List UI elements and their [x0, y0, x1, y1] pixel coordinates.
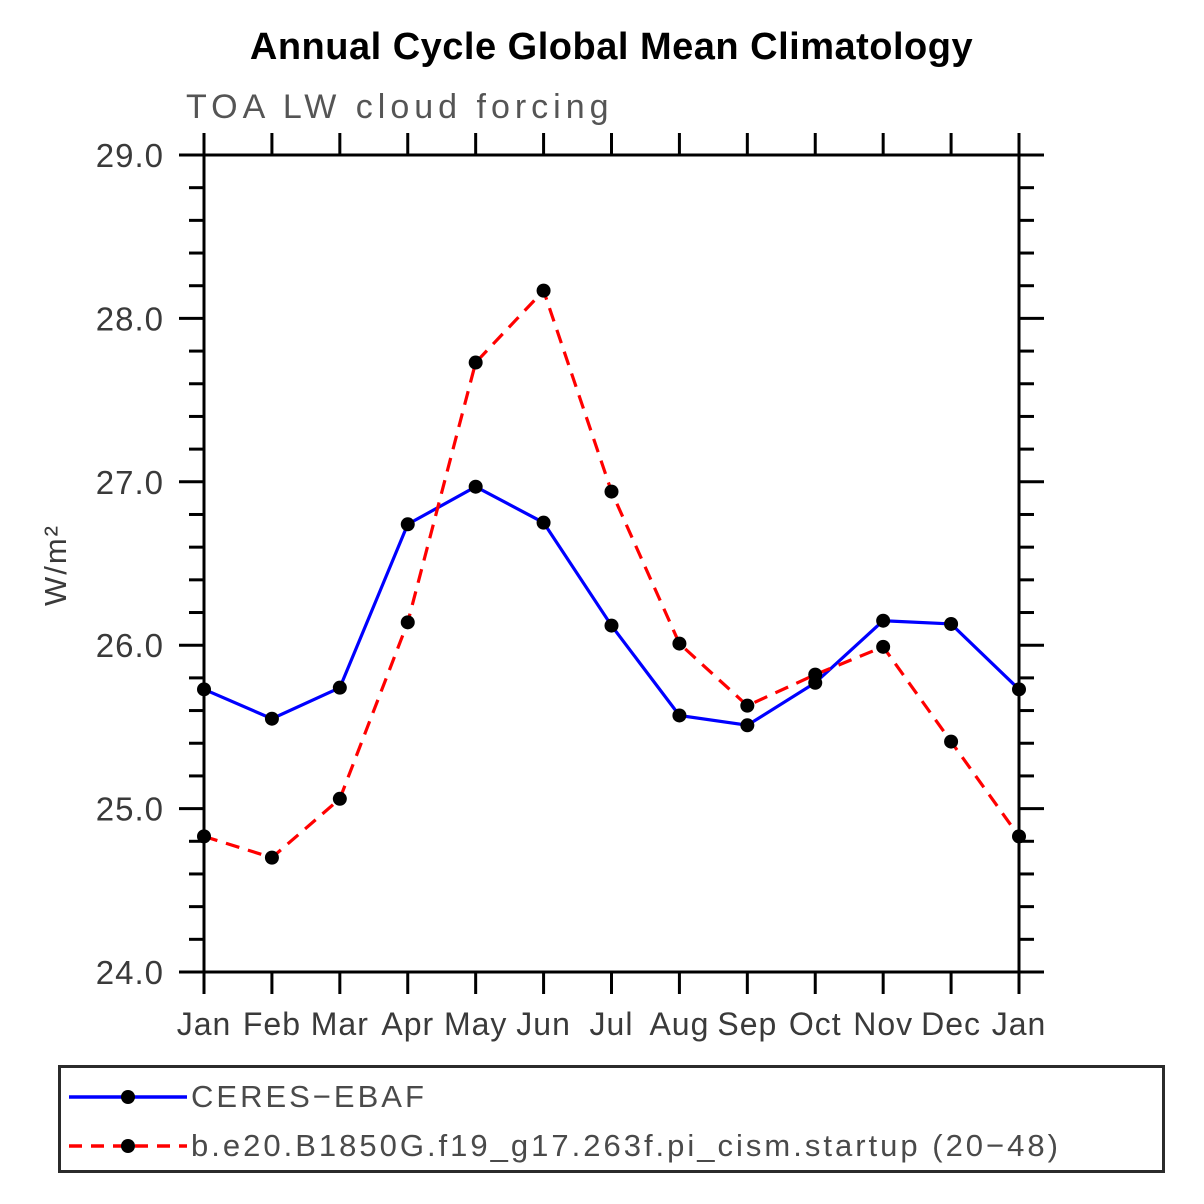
- legend-label-model-run: b.e20.B1850G.f19_g17.263f.pi_cism.startu…: [191, 1128, 1061, 1163]
- data-point-marker: [197, 682, 211, 697]
- data-point-marker: [740, 718, 755, 733]
- data-point-marker: [264, 711, 279, 726]
- y-tick-label: 29.0: [96, 137, 164, 174]
- chart-title: Annual Cycle Global Mean Climatology: [249, 26, 974, 68]
- data-point-marker: [672, 636, 687, 651]
- x-tick-label: Apr: [381, 1006, 434, 1042]
- x-tick-label: Feb: [243, 1006, 301, 1042]
- data-point-marker: [536, 283, 551, 298]
- x-axis-ticks: Jan Feb Mar Apr May Jun Jul Aug Sep Oct Nov Dec Jan: [177, 133, 1047, 1042]
- data-point-marker: [604, 618, 619, 633]
- y-tick-label: 26.0: [96, 627, 164, 664]
- x-tick-label: Jan: [177, 1006, 232, 1042]
- data-point-marker: [332, 680, 347, 695]
- plot-frame: [202, 153, 1021, 974]
- data-point-marker: [604, 484, 619, 499]
- data-point-marker: [876, 639, 891, 654]
- data-point-marker: [740, 698, 755, 713]
- legend-label-ceres-ebaf: CERES−EBAF: [191, 1079, 427, 1114]
- legend-solid-line-icon: [69, 1090, 187, 1104]
- y-tick-label: 24.0: [96, 954, 164, 991]
- x-tick-label: Dec: [921, 1006, 981, 1042]
- series-line-0: [203, 484, 1021, 727]
- x-tick-label: Mar: [311, 1006, 369, 1042]
- data-point-marker: [197, 829, 211, 844]
- data-point-marker: [1012, 829, 1026, 844]
- x-tick-label: Nov: [853, 1006, 913, 1042]
- series-line-1: [203, 287, 1021, 860]
- data-point-marker: [1012, 682, 1026, 697]
- data-point-marker: [876, 613, 891, 628]
- x-tick-label: Sep: [717, 1006, 777, 1042]
- x-tick-label: May: [444, 1006, 507, 1042]
- data-point-marker: [944, 616, 959, 631]
- y-tick-label: 28.0: [96, 300, 164, 337]
- data-point-marker: [468, 479, 483, 494]
- y-axis-ticks: 29.0 28.0 27.0 26.0 25.0 24.0: [96, 137, 1044, 991]
- data-point-marker: [332, 791, 347, 806]
- y-tick-label: 27.0: [96, 464, 164, 501]
- series-markers-1: [197, 283, 1026, 865]
- data-point-marker: [264, 850, 279, 865]
- legend-item-model-run: b.e20.B1850G.f19_g17.263f.pi_cism.startu…: [65, 1128, 1061, 1163]
- data-point-marker: [536, 515, 551, 530]
- y-tick-label: 25.0: [96, 791, 164, 828]
- legend-item-ceres-ebaf: CERES−EBAF: [65, 1079, 427, 1114]
- data-point-marker: [400, 615, 415, 630]
- x-tick-label: Aug: [649, 1006, 709, 1042]
- legend-box: CERES−EBAF b.e20.B1850G.f19_g17.263f.pi_…: [58, 1065, 1165, 1173]
- data-point-marker: [468, 355, 483, 370]
- data-point-marker: [672, 708, 687, 723]
- data-point-marker: [400, 517, 415, 532]
- x-tick-label: Jun: [516, 1006, 571, 1042]
- x-tick-label: Oct: [789, 1006, 842, 1042]
- x-tick-label: Jul: [590, 1006, 634, 1042]
- chart-subtitle: TOA LW cloud forcing: [186, 88, 614, 126]
- legend-dashed-line-icon: [69, 1139, 187, 1153]
- data-point-marker: [944, 734, 959, 749]
- x-tick-label: Jan: [992, 1006, 1047, 1042]
- data-point-marker: [808, 667, 823, 682]
- series-markers-0: [197, 479, 1026, 733]
